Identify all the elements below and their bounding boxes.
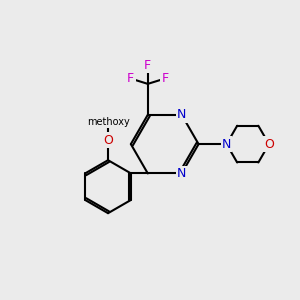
Text: N: N: [222, 138, 231, 151]
Text: F: F: [144, 59, 152, 72]
Text: methoxy: methoxy: [87, 117, 129, 127]
Text: F: F: [161, 72, 168, 85]
Text: N: N: [177, 167, 186, 180]
Text: O: O: [103, 134, 113, 147]
Text: O: O: [264, 138, 274, 151]
Text: F: F: [127, 72, 134, 85]
Text: N: N: [177, 108, 186, 121]
